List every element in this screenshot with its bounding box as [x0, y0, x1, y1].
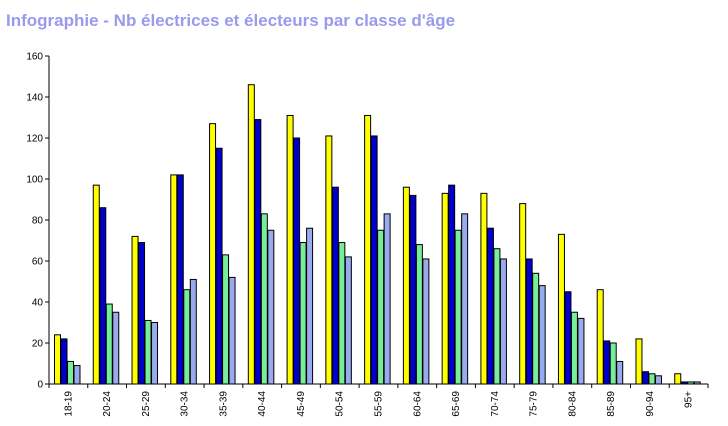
bar-20-24-series-3 [105, 303, 113, 385]
bar-80-84-series-4 [577, 317, 585, 385]
x-tick-label-45-49: 45-49 [296, 391, 307, 417]
y-tick-label: 60 [32, 257, 44, 268]
x-tick-label-35-39: 35-39 [218, 391, 229, 417]
bar-30-34-series-4 [189, 278, 197, 385]
bar-20-24-series-1 [92, 184, 100, 385]
bar-25-29-series-2 [138, 242, 146, 385]
x-tick-label-60-64: 60-64 [412, 391, 423, 417]
bar-85-89-series-2 [603, 340, 611, 385]
bar-60-64-series-1 [402, 186, 410, 385]
bar-20-24-series-4 [112, 311, 120, 385]
bar-30-34-series-3 [183, 289, 191, 385]
bar-70-74-series-2 [486, 227, 494, 385]
bar-40-44-series-4 [267, 229, 275, 385]
x-tick-label-80-84: 80-84 [567, 391, 578, 417]
x-tick-label-40-44: 40-44 [257, 391, 268, 417]
bar-85-89-series-4 [616, 360, 624, 385]
bar-35-39-series-3 [222, 254, 230, 385]
bar-20-24-series-2 [99, 207, 107, 385]
x-tick-label-90-94: 90-94 [645, 391, 656, 417]
bar-85-89-series-1 [596, 289, 604, 385]
bar-70-74-series-3 [493, 248, 501, 385]
bar-40-44-series-3 [260, 213, 268, 385]
bar-18-19-series-4 [73, 365, 81, 385]
bar-30-34-series-2 [176, 174, 184, 385]
bar-80-84-series-3 [570, 311, 578, 385]
y-tick-label: 80 [32, 216, 44, 227]
y-tick-label: 20 [32, 339, 44, 350]
bar-95+-series-1 [674, 373, 682, 385]
y-tick-label: 0 [37, 380, 43, 391]
y-tick-label: 140 [26, 93, 43, 104]
x-tick-label-25-29: 25-29 [141, 391, 152, 417]
chart-title: Infographie - Nb électrices et électeurs… [6, 11, 456, 30]
bar-55-59-series-1 [364, 114, 372, 385]
x-tick-label-65-69: 65-69 [451, 391, 462, 417]
bar-80-84-series-1 [557, 233, 565, 385]
bar-45-49-series-1 [286, 114, 294, 385]
y-tick-label: 100 [26, 175, 43, 186]
bar-60-64-series-3 [415, 244, 423, 385]
x-tick-label-20-24: 20-24 [102, 391, 113, 417]
bar-45-49-series-4 [306, 227, 314, 385]
y-tick-label: 40 [32, 298, 44, 309]
axes-layer: 0 20 40 60 80 100 120 140 160 18-19 20-24 25-29 30-3… [26, 52, 709, 417]
bar-75-79-series-3 [532, 272, 540, 385]
bar-50-54-series-3 [338, 242, 346, 385]
x-tick-label-50-54: 50-54 [335, 391, 346, 417]
bar-40-44-series-2 [254, 119, 262, 385]
bar-65-69-series-3 [454, 229, 462, 385]
y-tick-label: 160 [26, 52, 43, 63]
bar-90-94-series-1 [635, 338, 643, 385]
bar-75-79-series-1 [519, 203, 527, 385]
x-tick-label-70-74: 70-74 [490, 391, 501, 417]
bar-18-19-series-3 [67, 360, 74, 385]
bar-90-94-series-2 [641, 371, 649, 385]
x-tick-label-30-34: 30-34 [180, 391, 191, 417]
bar-85-89-series-3 [609, 342, 617, 385]
bar-60-64-series-2 [409, 194, 417, 385]
bar-65-69-series-1 [441, 192, 449, 385]
bars-layer [54, 84, 701, 385]
bar-55-59-series-3 [377, 229, 385, 385]
bar-75-79-series-4 [538, 285, 546, 385]
bar-55-59-series-2 [370, 135, 378, 385]
x-tick-label-75-79: 75-79 [529, 391, 540, 417]
bar-65-69-series-2 [448, 184, 456, 385]
x-tick-label-95+: 95+ [684, 391, 695, 408]
bar-18-19-series-1 [54, 334, 61, 385]
x-tick-label-55-59: 55-59 [374, 391, 385, 417]
bar-40-44-series-1 [247, 84, 255, 385]
bar-50-54-series-4 [344, 256, 352, 385]
bar-55-59-series-4 [383, 213, 391, 385]
bar-25-29-series-1 [131, 235, 139, 385]
bar-50-54-series-2 [331, 186, 339, 385]
bar-80-84-series-2 [564, 291, 572, 385]
bar-35-39-series-4 [228, 276, 236, 385]
bar-25-29-series-4 [151, 322, 159, 385]
bar-18-19-series-2 [60, 338, 68, 385]
bar-50-54-series-1 [325, 135, 333, 385]
bar-25-29-series-3 [144, 319, 152, 385]
bar-35-39-series-2 [215, 147, 223, 385]
bar-65-69-series-4 [461, 213, 469, 385]
bar-35-39-series-1 [209, 123, 217, 385]
x-tick-label-18-19: 18-19 [63, 391, 74, 417]
bar-70-74-series-1 [480, 192, 488, 385]
y-tick-label: 120 [26, 134, 43, 145]
bar-45-49-series-2 [293, 137, 301, 385]
bar-90-94-series-3 [648, 373, 656, 385]
bar-45-49-series-3 [299, 242, 307, 385]
bar-60-64-series-4 [422, 258, 430, 385]
bar-75-79-series-2 [525, 258, 533, 385]
bar-90-94-series-4 [654, 375, 662, 385]
bar-30-34-series-1 [170, 174, 178, 385]
x-tick-label-85-89: 85-89 [606, 391, 617, 417]
bar-70-74-series-4 [499, 258, 507, 385]
